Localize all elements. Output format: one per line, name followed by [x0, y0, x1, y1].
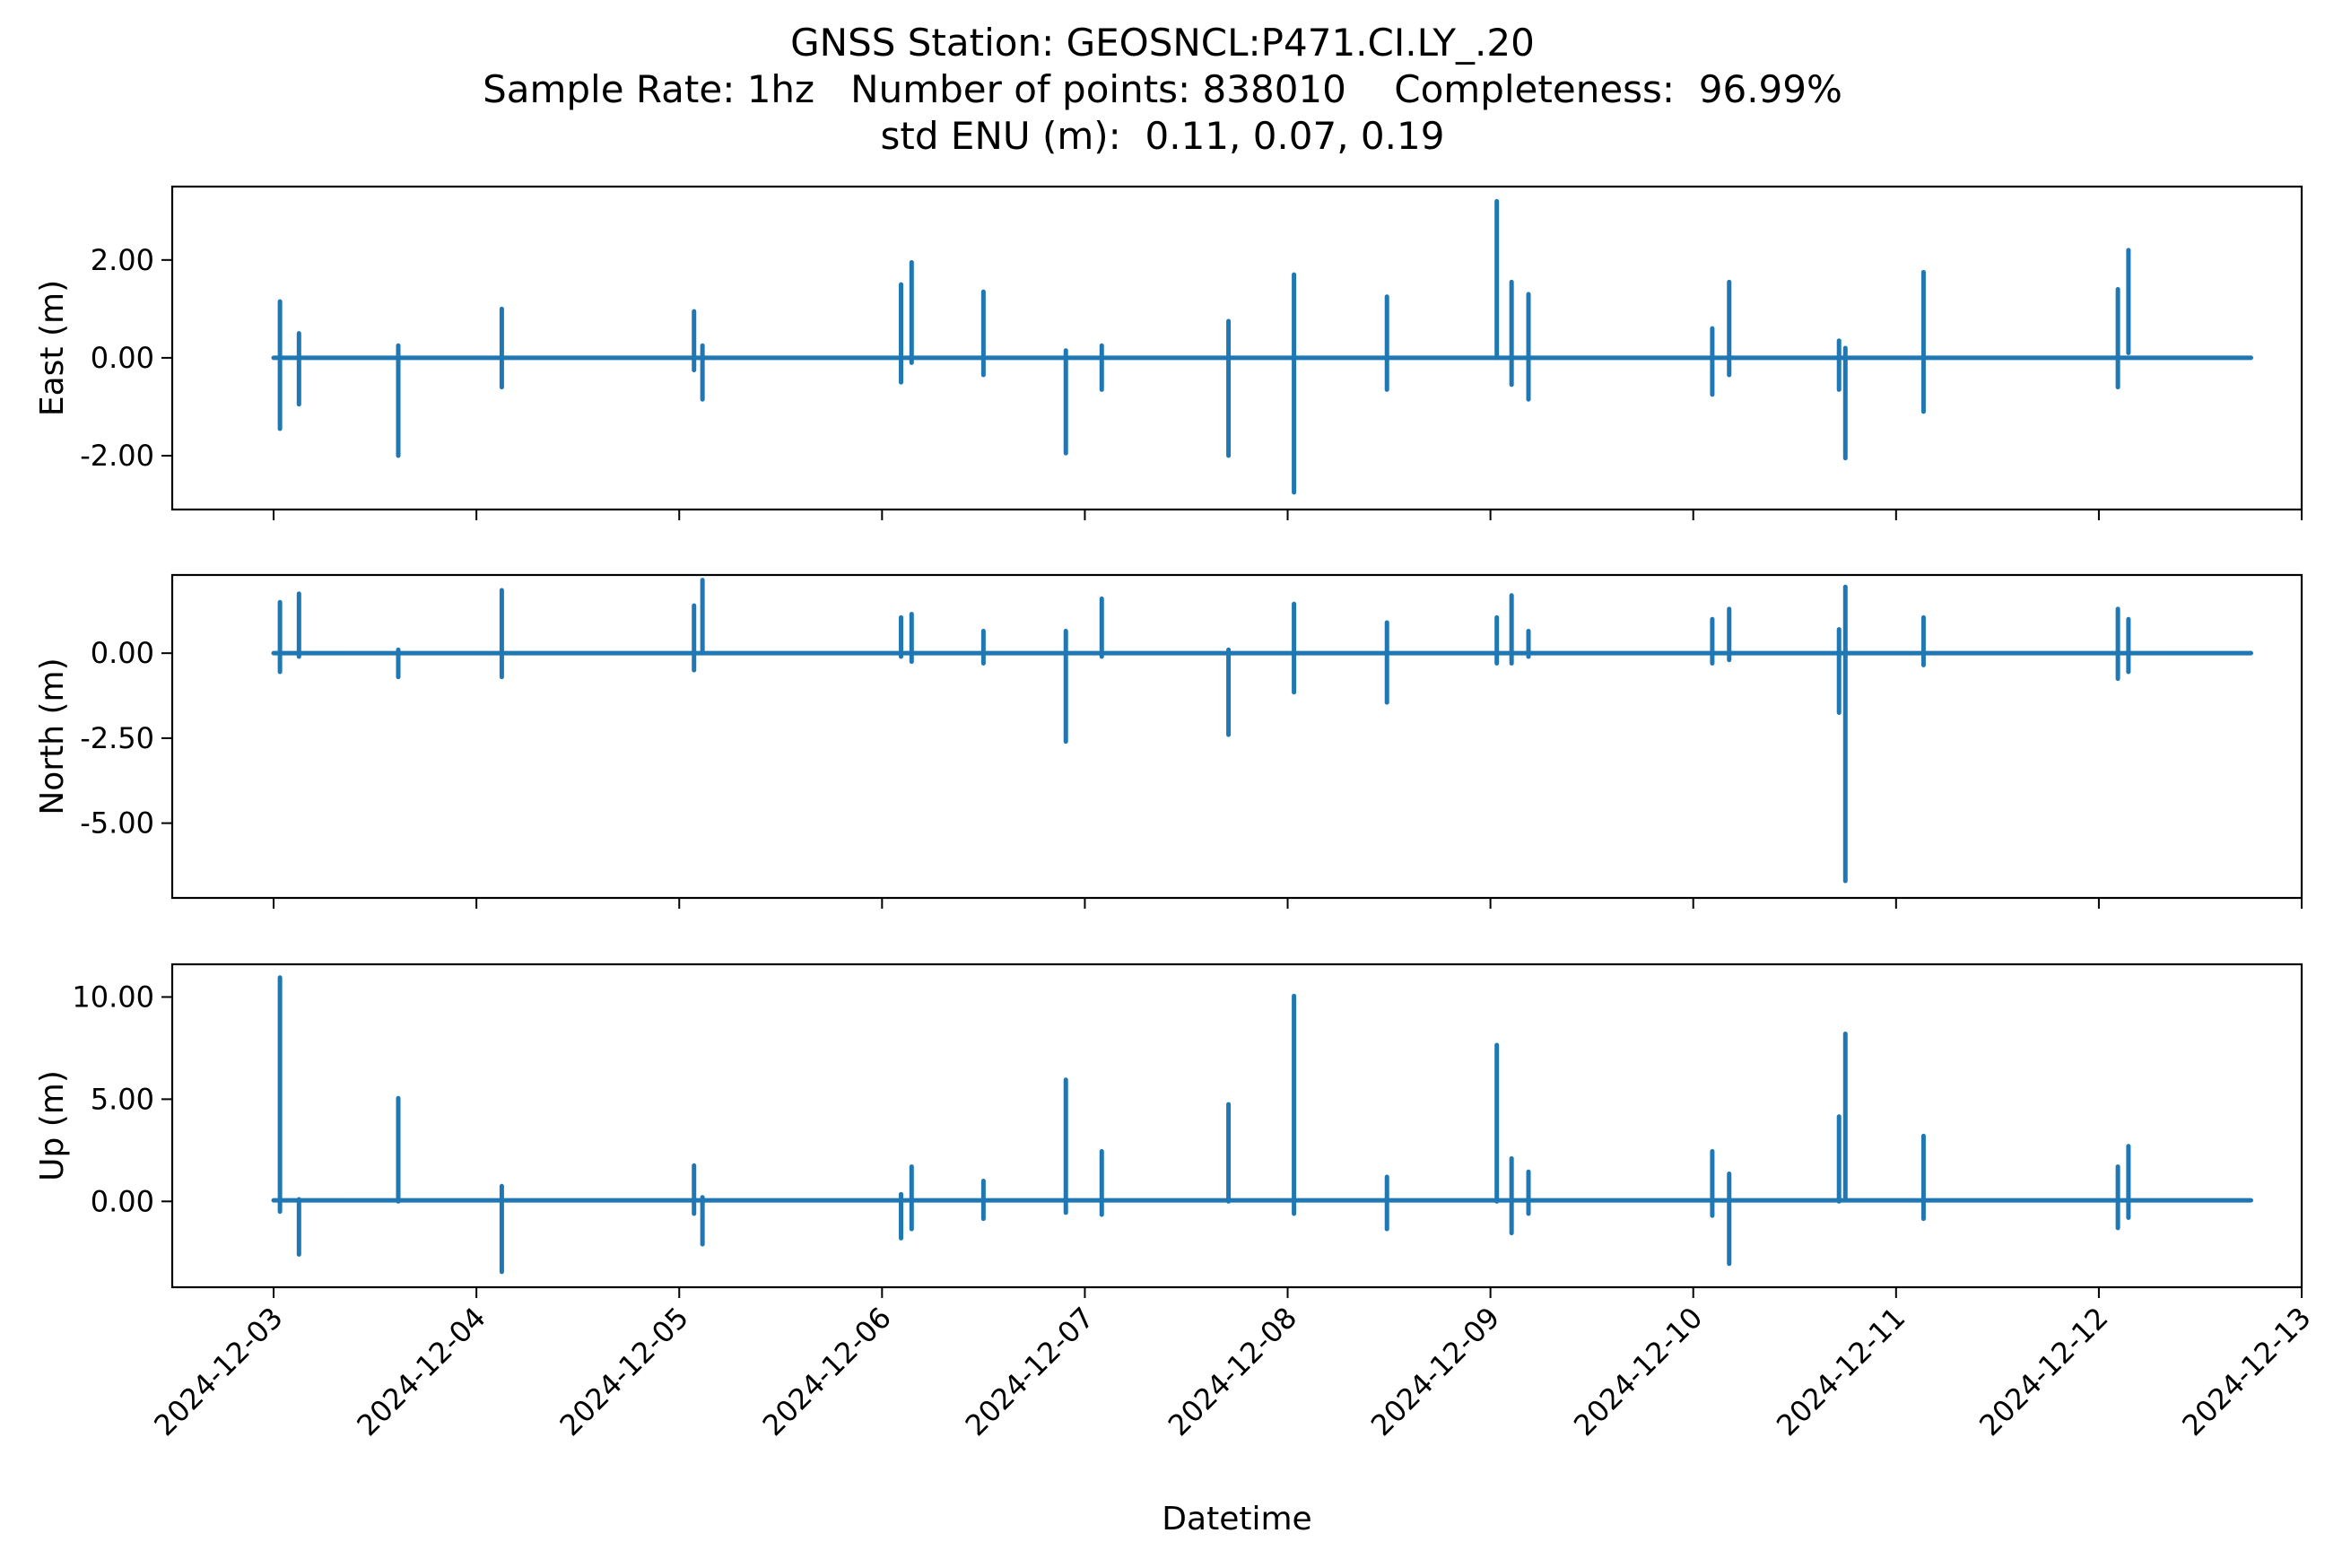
- east-series: [271, 198, 2253, 495]
- panel-up: 0.00 5.00 10.00 Up (m) 2024-12-03 2024-12-04 2…: [34, 963, 2318, 1538]
- up-axes-frame: [170, 963, 2303, 1289]
- xtick-label-8: 2024-12-11: [1770, 1301, 1911, 1442]
- north-series: [271, 578, 2253, 884]
- east-ylabel: East (m): [34, 280, 71, 416]
- up-ylabel: Up (m): [34, 1070, 71, 1181]
- up-ytick-label-0: 0.00: [91, 1184, 154, 1218]
- xtick-label-6: 2024-12-09: [1364, 1301, 1506, 1442]
- east-ytick-label-2: 2.00: [91, 243, 154, 277]
- north-ytick-label-0: -5.00: [80, 806, 154, 841]
- xtick-label-9: 2024-12-12: [1972, 1301, 2114, 1442]
- north-ylabel: North (m): [34, 658, 71, 814]
- title-line-station: GNSS Station: GEOSNCL:P471.CI.LY_.20: [790, 21, 1535, 65]
- xtick-label-2: 2024-12-05: [553, 1301, 695, 1442]
- xtick-label-4: 2024-12-07: [959, 1301, 1101, 1442]
- panel-north: -5.00 -2.50 0.00 North (m): [34, 573, 2303, 909]
- xtick-label-5: 2024-12-08: [1162, 1301, 1303, 1442]
- xtick-label-0: 2024-12-03: [147, 1301, 289, 1442]
- xlabel: Datetime: [1162, 1501, 1311, 1538]
- panel-east: -2.00 0.00 2.00 East (m): [34, 185, 2303, 520]
- xtick-label-10: 2024-12-13: [2175, 1301, 2317, 1442]
- up-ytick-label-2: 10.00: [72, 980, 154, 1014]
- north-ytick-label-1: -2.50: [80, 721, 154, 755]
- up-ytick-label-1: 5.00: [91, 1082, 154, 1116]
- title-line-stats: Sample Rate: 1hz Number of points: 83801…: [483, 67, 1842, 111]
- east-ytick-label-1: 0.00: [91, 341, 154, 375]
- xtick-label-1: 2024-12-04: [350, 1301, 492, 1442]
- east-ytick-label-0: -2.00: [80, 439, 154, 473]
- xtick-label-3: 2024-12-06: [756, 1301, 898, 1442]
- up-series: [271, 975, 2253, 1275]
- north-ytick-label-2: 0.00: [91, 636, 154, 670]
- east-axes-frame: [170, 185, 2303, 511]
- xtick-label-7: 2024-12-10: [1567, 1301, 1709, 1442]
- title-line-std: std ENU (m): 0.11, 0.07, 0.19: [880, 114, 1445, 158]
- figure-title: GNSS Station: GEOSNCL:P471.CI.LY_.20 Sam…: [0, 0, 2325, 160]
- north-axes-frame: [170, 573, 2303, 900]
